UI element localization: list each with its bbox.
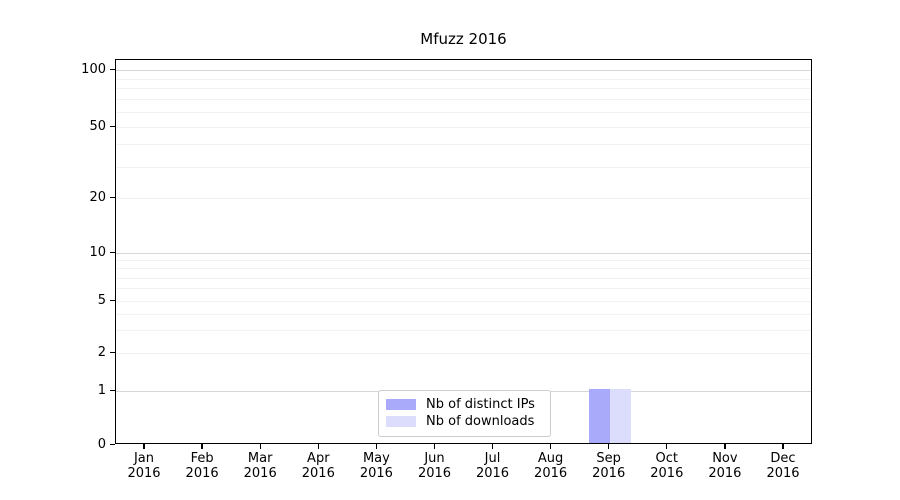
gridline — [116, 288, 811, 289]
x-axis-tick-month: Apr — [307, 451, 330, 466]
x-axis-tick-mark — [549, 444, 552, 449]
gridline — [116, 353, 811, 354]
x-axis-tick-month: Jul — [484, 451, 501, 466]
gridline — [116, 79, 811, 80]
x-axis-tick-mark — [375, 444, 378, 449]
x-axis-tick-month: Nov — [712, 451, 738, 466]
y-axis-tick-label: 50 — [89, 119, 106, 134]
y-axis-tick-label: 100 — [81, 62, 106, 77]
plot-area — [115, 59, 812, 444]
x-axis-tick-month: Jun — [424, 451, 445, 466]
x-axis-tick-month: Dec — [770, 451, 796, 466]
x-axis-tick-year: 2016 — [185, 466, 219, 481]
y-axis-tick-label: 2 — [97, 345, 106, 360]
bar[interactable] — [609, 389, 631, 443]
x-axis-tick-year: 2016 — [766, 466, 800, 481]
page-title: Mfuzz 2016 — [420, 30, 507, 48]
x-axis-tick-label: Mar 2016 — [230, 451, 290, 481]
gridline — [116, 167, 811, 168]
x-axis-tick-label: Feb 2016 — [172, 451, 232, 481]
y-axis-tick-label: 10 — [89, 245, 106, 260]
y-axis-tick-label: 1 — [97, 383, 106, 398]
x-axis-tick-mark — [666, 444, 668, 449]
x-axis-tick-mark — [259, 444, 261, 449]
gridline — [116, 88, 811, 89]
y-axis-tick-mark — [110, 352, 115, 354]
x-axis-tick-label: Nov 2016 — [695, 451, 755, 481]
x-axis-tick-month: Oct — [655, 451, 679, 466]
x-axis: Jan 2016 Feb 2016 Mar 2016 Apr 2016 May 2016 Jun 20… — [115, 444, 812, 492]
x-axis-tick-mark — [608, 444, 610, 449]
y-axis-tick-label: 20 — [89, 190, 106, 205]
gridline — [116, 99, 811, 100]
gridline — [116, 253, 811, 254]
x-axis-tick-year: 2016 — [708, 466, 742, 481]
gridline — [116, 314, 811, 315]
y-axis-tick-label: 0 — [97, 437, 106, 452]
x-axis-tick-year: 2016 — [592, 466, 626, 481]
x-axis-tick-year: 2016 — [475, 466, 510, 481]
y-axis-tick-mark — [110, 197, 115, 199]
x-axis-tick-month: Feb — [190, 451, 214, 466]
y-axis-tick-mark — [110, 69, 115, 71]
x-axis-tick-label: Jun 2016 — [405, 451, 465, 481]
legend-swatch-distinct-ips — [386, 399, 416, 410]
gridline — [116, 144, 811, 145]
gridline — [116, 278, 811, 279]
x-axis-tick-label: Jul 2016 — [463, 451, 523, 481]
x-axis-tick-month: Sep — [596, 451, 621, 466]
gridline — [116, 127, 811, 128]
y-axis-tick-mark — [110, 300, 115, 302]
x-axis-tick-year: 2016 — [243, 466, 277, 481]
x-axis-tick-month: Mar — [247, 451, 273, 466]
x-axis-tick-label: Aug 2016 — [521, 451, 581, 481]
x-axis-tick-year: 2016 — [650, 466, 684, 481]
gridline — [116, 301, 811, 302]
x-axis-tick-mark — [782, 444, 784, 449]
y-axis-tick-mark — [110, 390, 115, 392]
y-axis-tick-mark — [110, 444, 115, 446]
gridline — [116, 112, 811, 113]
y-axis-tick-label: 5 — [97, 293, 106, 308]
x-axis-tick-month: Aug — [537, 451, 564, 466]
x-axis-tick-label: May 2016 — [346, 451, 406, 481]
x-axis-tick-year: 2016 — [301, 466, 335, 481]
y-axis-tick-mark — [110, 126, 115, 128]
legend-item[interactable]: Nb of distinct IPs — [386, 396, 543, 413]
x-axis-tick-month: May — [362, 451, 390, 466]
x-axis-tick-mark — [724, 444, 726, 449]
gridline — [116, 70, 811, 71]
y-axis-tick-mark — [110, 252, 115, 254]
y-axis: 0 1 2 5 10 20 50 100 — [60, 59, 115, 451]
x-axis-tick-year: 2016 — [534, 466, 568, 481]
x-axis-tick-year: 2016 — [417, 466, 452, 481]
legend: Nb of distinct IPs Nb of downloads — [378, 390, 551, 437]
gridline — [116, 260, 811, 261]
x-axis-tick-year: 2016 — [127, 466, 161, 481]
x-axis-tick-mark — [143, 444, 145, 449]
x-axis-tick-year: 2016 — [359, 466, 393, 481]
x-axis-tick-label: Dec 2016 — [753, 451, 813, 481]
gridline — [116, 268, 811, 269]
legend-label-downloads: Nb of downloads — [426, 414, 535, 429]
legend-label-distinct-ips: Nb of distinct IPs — [426, 397, 535, 412]
gridline — [116, 330, 811, 331]
bar[interactable] — [588, 389, 610, 443]
legend-swatch-downloads — [386, 416, 416, 427]
x-axis-tick-label: Oct 2016 — [637, 451, 697, 481]
x-axis-tick-mark — [433, 444, 436, 449]
x-axis-tick-mark — [317, 444, 319, 449]
x-axis-tick-month: Jan — [133, 451, 155, 466]
legend-item[interactable]: Nb of downloads — [386, 413, 543, 430]
x-axis-tick-mark — [201, 444, 203, 449]
x-axis-tick-label: Jan 2016 — [114, 451, 174, 481]
x-axis-tick-label: Sep 2016 — [579, 451, 639, 481]
gridline — [116, 198, 811, 199]
x-axis-tick-label: Apr 2016 — [288, 451, 348, 481]
x-axis-tick-mark — [491, 444, 494, 449]
